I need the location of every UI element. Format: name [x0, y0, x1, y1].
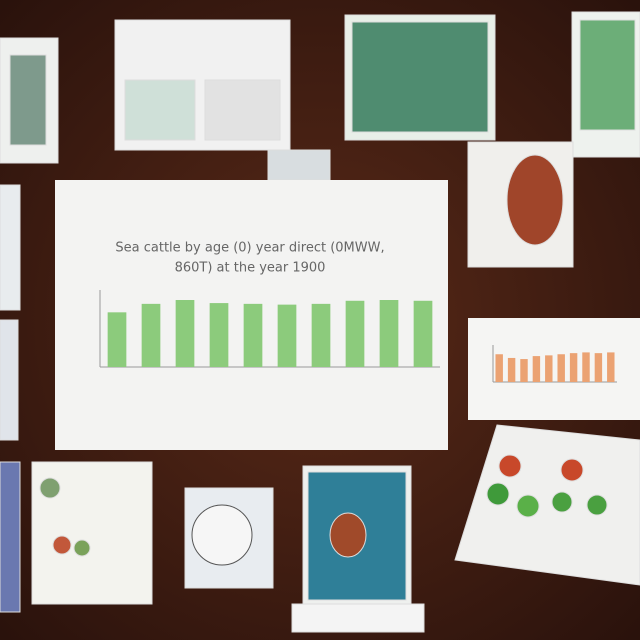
- chart-title: 860T) at the year 1900: [175, 261, 326, 276]
- bar: [582, 352, 590, 382]
- bar: [545, 355, 553, 382]
- bar: [277, 304, 297, 367]
- bar: [557, 354, 565, 382]
- bar: [413, 300, 433, 367]
- bar: [243, 303, 263, 367]
- bar: [209, 303, 229, 367]
- bar: [495, 354, 503, 382]
- bar: [379, 300, 399, 367]
- chart-title: Sea cattle by age (0) year direct (0MWW,: [115, 241, 384, 256]
- bar: [141, 303, 161, 367]
- bar: [175, 300, 195, 367]
- bar: [569, 353, 578, 382]
- bar: [594, 353, 603, 382]
- bar: [607, 352, 615, 382]
- papers: [0, 11, 640, 633]
- charts: Sea cattle by age (0) year direct (0MWW,…: [99, 241, 617, 383]
- bar: [507, 357, 516, 382]
- bar: [107, 312, 127, 367]
- bar: [532, 356, 541, 382]
- bar: [311, 303, 331, 367]
- bar: [345, 300, 365, 367]
- bar: [520, 359, 528, 382]
